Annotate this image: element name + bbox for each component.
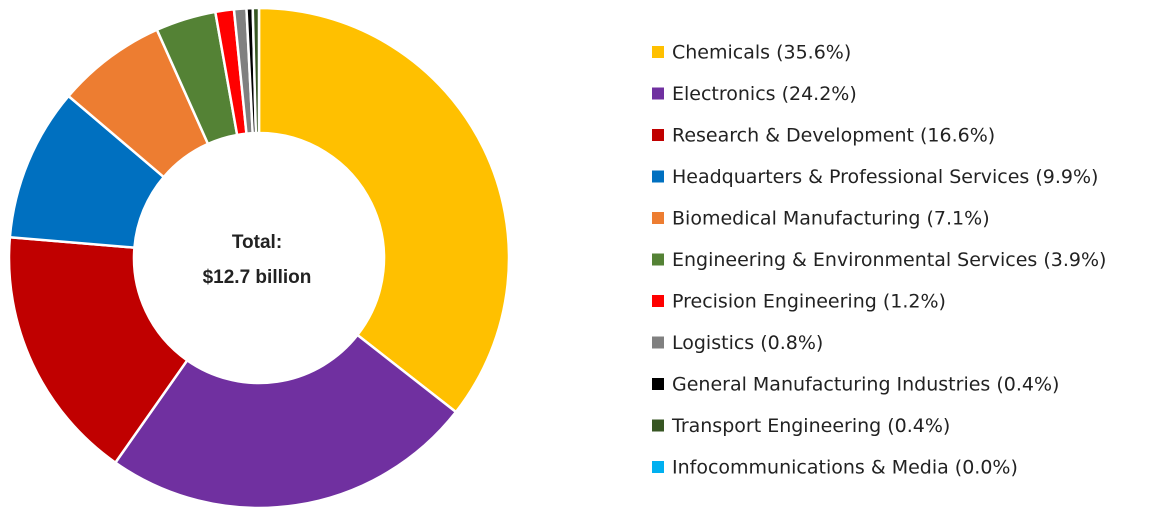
- legend-swatch: [652, 295, 664, 307]
- legend-label: Precision Engineering (1.2%): [672, 291, 946, 313]
- legend-label: Electronics (24.2%): [672, 83, 857, 105]
- legend-label: Logistics (0.8%): [672, 332, 823, 354]
- donut: [7, 6, 511, 510]
- legend-label: Engineering & Environmental Services (3.…: [672, 249, 1106, 271]
- legend-label: Biomedical Manufacturing (7.1%): [672, 208, 990, 230]
- legend-label: Infocommunications & Media (0.0%): [672, 457, 1018, 479]
- legend-label: Transport Engineering (0.4%): [671, 415, 950, 437]
- slice: [251, 6, 261, 135]
- center-label: $12.7 billion: [203, 267, 312, 288]
- legend-swatch: [652, 129, 664, 141]
- legend-swatch: [652, 378, 664, 390]
- legend-label: Headquarters & Professional Services (9.…: [672, 166, 1098, 188]
- legend-swatch: [652, 253, 664, 266]
- legend-swatch: [652, 46, 664, 58]
- slice: [257, 6, 511, 414]
- legend-swatch: [652, 419, 664, 432]
- legend: Chemicals (35.6%) Electronics (24.2%) Rese…: [652, 42, 1106, 479]
- legend-swatch: [652, 461, 664, 473]
- slice: [7, 235, 189, 465]
- legend-label: Chemicals (35.6%): [672, 42, 851, 64]
- legend-swatch: [652, 170, 664, 183]
- legend-label: Research & Development (16.6%): [672, 125, 995, 147]
- legend-swatch: [652, 87, 664, 100]
- legend-swatch: [652, 212, 664, 224]
- legend-swatch: [652, 336, 664, 349]
- slice: [113, 333, 458, 510]
- legend-label: General Manufacturing Industries (0.4%): [672, 374, 1059, 396]
- center-label: Total:: [232, 232, 282, 253]
